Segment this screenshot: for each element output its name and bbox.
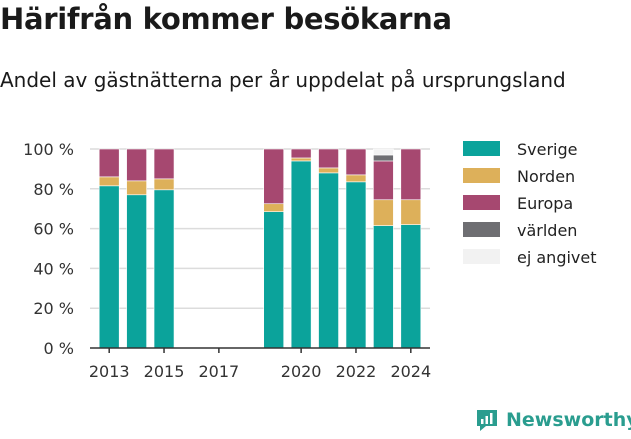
bar-segment: [373, 148, 394, 156]
newsworthy-logo: Newsworthy: [474, 407, 631, 433]
legend-swatch: [463, 141, 500, 156]
brand-name: Newsworthy: [506, 409, 631, 431]
legend-swatch: [463, 168, 500, 183]
x-tick-label: 2013: [89, 362, 130, 381]
y-tick-label: 40 %: [33, 259, 74, 278]
bars: [98, 148, 422, 349]
bar-segment: [126, 148, 147, 182]
y-tick-label: 0 %: [44, 339, 74, 358]
newsworthy-icon: [477, 410, 497, 431]
bar-segment: [98, 176, 120, 187]
legend-label: Europa: [517, 194, 573, 213]
bar-segment: [153, 178, 175, 191]
axes: 0 % 20 % 40 % 60 % 80 % 100 % 2013 2015 2017 2020…: [23, 140, 431, 381]
legend-label: Sverige: [517, 140, 578, 159]
x-tick-label: 2024: [390, 362, 431, 381]
legend-swatch: [463, 222, 500, 237]
bar-segment: [263, 203, 285, 212]
legend-swatch: [463, 249, 500, 264]
bar-segment: [290, 148, 312, 159]
bar-segment: [345, 148, 367, 176]
bar-segment: [263, 148, 285, 205]
bar-segment: [318, 167, 339, 174]
legend-swatch: [463, 195, 500, 210]
y-tick-label: 60 %: [33, 220, 74, 239]
bar-segment: [98, 148, 120, 178]
bar-segment: [126, 180, 147, 196]
bar-segment: [318, 148, 339, 169]
bar-segment: [263, 211, 285, 349]
legend-label: Norden: [517, 167, 575, 186]
bar-segment: [153, 148, 175, 180]
x-tick-label: 2015: [144, 362, 185, 381]
bar-segment: [400, 199, 422, 225]
y-tick-label: 20 %: [33, 299, 74, 318]
bar-segment: [290, 160, 312, 349]
legend-label: ej angivet: [517, 248, 597, 267]
chart-subtitle: Andel av gästnätterna per år uppdelat på…: [0, 68, 566, 92]
bar-segment: [373, 199, 394, 226]
bar-segment: [345, 174, 367, 183]
y-tick-label: 80 %: [33, 180, 74, 199]
bar-segment: [290, 157, 312, 162]
bar-segment: [126, 194, 147, 349]
bar-segment: [98, 185, 120, 349]
x-tick-label: 2017: [199, 362, 240, 381]
bar-segment: [373, 225, 394, 349]
bar-segment: [400, 224, 422, 349]
legend: Sverige Norden Europa världen ej angivet: [463, 140, 597, 267]
bar-segment: [153, 189, 175, 349]
bar-segment: [318, 172, 339, 349]
bar-segment: [373, 160, 394, 201]
bar-segment: [400, 148, 422, 201]
legend-label: världen: [517, 221, 577, 240]
chart-title: Härifrån kommer besökarna: [0, 2, 452, 36]
y-tick-label: 100 %: [23, 140, 74, 159]
x-tick-label: 2022: [336, 362, 377, 381]
x-tick-label: 2020: [281, 362, 322, 381]
bar-segment: [345, 181, 367, 349]
bar-segment: [373, 154, 394, 162]
